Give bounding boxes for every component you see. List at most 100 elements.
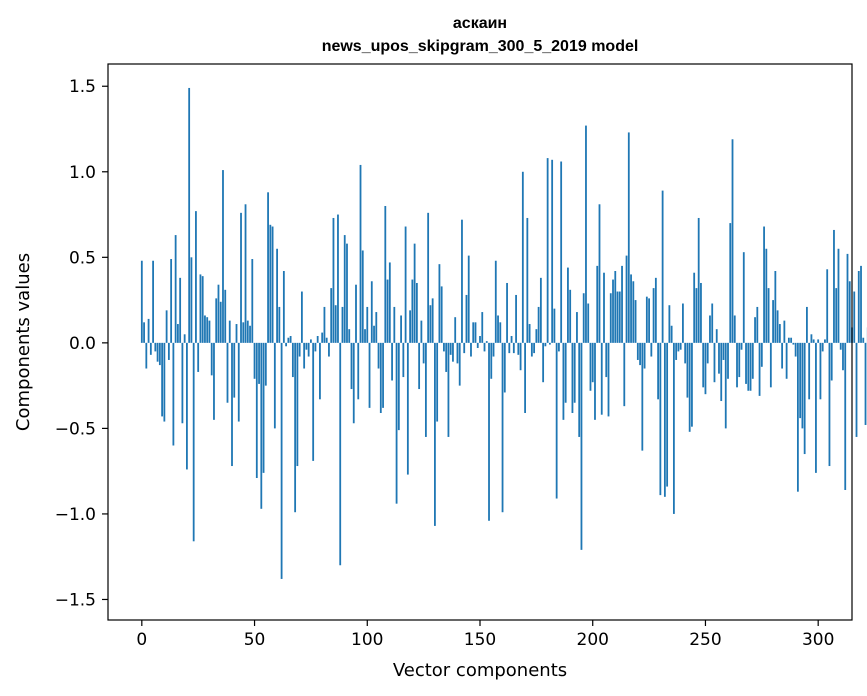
bar-70 — [298, 342, 301, 357]
bar-26 — [199, 274, 202, 343]
bar-121 — [413, 243, 416, 343]
bar-144 — [465, 294, 468, 343]
bar-119 — [409, 310, 412, 343]
bar-171 — [526, 217, 529, 343]
bar-216 — [627, 132, 630, 343]
bar-45 — [242, 322, 245, 343]
bar-183 — [553, 308, 556, 343]
bar-239 — [679, 342, 682, 350]
bar-88 — [339, 342, 342, 566]
bar-206 — [605, 342, 608, 378]
bar-193 — [576, 312, 578, 343]
bar-303 — [824, 339, 826, 343]
bar-67 — [291, 342, 294, 378]
bar-138 — [452, 342, 454, 362]
bar-283 — [778, 324, 781, 343]
bar-152 — [483, 342, 486, 352]
bar-162 — [506, 282, 508, 343]
bar-292 — [799, 342, 802, 419]
bar-197 — [585, 125, 587, 343]
bar-110 — [388, 262, 391, 343]
bar-113 — [395, 342, 398, 504]
bar-164 — [510, 336, 513, 343]
bar-231 — [661, 190, 664, 343]
bar-53 — [260, 342, 263, 509]
bar-36 — [222, 170, 224, 343]
bar-149 — [476, 342, 479, 348]
bar-289 — [792, 342, 795, 345]
bar-12 — [167, 342, 170, 360]
bar-177 — [539, 277, 542, 343]
bar-32 — [213, 342, 215, 420]
bar-20 — [186, 342, 188, 470]
bar-98 — [361, 250, 364, 343]
bar-174 — [533, 342, 536, 354]
bar-134 — [443, 342, 445, 352]
bar-30 — [208, 320, 211, 343]
bar-188 — [564, 342, 567, 403]
bar-203 — [598, 204, 601, 343]
bar-213 — [621, 265, 623, 343]
bar-308 — [835, 288, 838, 343]
bar-261 — [729, 223, 732, 343]
bar-46 — [244, 204, 247, 343]
bar-186 — [560, 161, 563, 343]
bar-245 — [693, 272, 696, 343]
bar-77 — [314, 342, 317, 352]
bar-229 — [657, 342, 660, 400]
bar-133 — [440, 286, 443, 343]
bar-106 — [379, 342, 382, 413]
bar-161 — [503, 342, 506, 393]
bar-313 — [846, 253, 849, 343]
y-tick-label-6: 1.5 — [69, 77, 96, 97]
bar-267 — [742, 252, 745, 343]
bar-31 — [210, 342, 213, 376]
bar-1 — [143, 322, 145, 343]
bar-242 — [686, 342, 689, 398]
bar-210 — [614, 271, 617, 343]
bar-291 — [796, 342, 799, 492]
bar-42 — [235, 324, 238, 343]
bar-92 — [348, 329, 351, 343]
bar-224 — [645, 296, 648, 343]
bar-279 — [769, 342, 772, 388]
bar-230 — [659, 342, 662, 496]
bar-294 — [803, 342, 806, 455]
bar-309 — [837, 248, 840, 343]
bar-158 — [497, 315, 499, 343]
bar-33 — [215, 298, 218, 343]
bar-120 — [411, 279, 414, 343]
bar-208 — [609, 293, 612, 343]
bar-41 — [233, 342, 236, 398]
bar-91 — [346, 243, 348, 343]
bar-103 — [373, 325, 375, 343]
bar-285 — [783, 320, 786, 343]
bar-51 — [255, 342, 258, 479]
bar-93 — [350, 342, 353, 390]
bar-159 — [499, 322, 502, 343]
bar-190 — [569, 289, 572, 343]
bar-215 — [625, 255, 628, 343]
bar-195 — [580, 342, 583, 550]
bar-111 — [391, 342, 393, 381]
plot-frame — [107, 63, 853, 621]
bar-310 — [839, 342, 842, 350]
bar-273 — [756, 306, 759, 343]
bar-254 — [713, 342, 716, 383]
bar-16 — [176, 324, 179, 343]
bar-270 — [749, 342, 752, 391]
bar-74 — [307, 342, 310, 357]
bar-282 — [776, 310, 779, 343]
bar-19 — [183, 334, 186, 343]
bar-176 — [537, 306, 540, 343]
bar-69 — [296, 342, 299, 467]
bar-27 — [201, 276, 204, 343]
bar-209 — [612, 279, 614, 343]
x-axis-ticks: 0 50 100 150 200 250 300 — [136, 620, 834, 650]
bar-6 — [154, 342, 157, 352]
bar-166 — [515, 294, 517, 343]
bar-192 — [573, 342, 576, 403]
bar-90 — [343, 235, 346, 343]
bar-214 — [623, 342, 626, 407]
